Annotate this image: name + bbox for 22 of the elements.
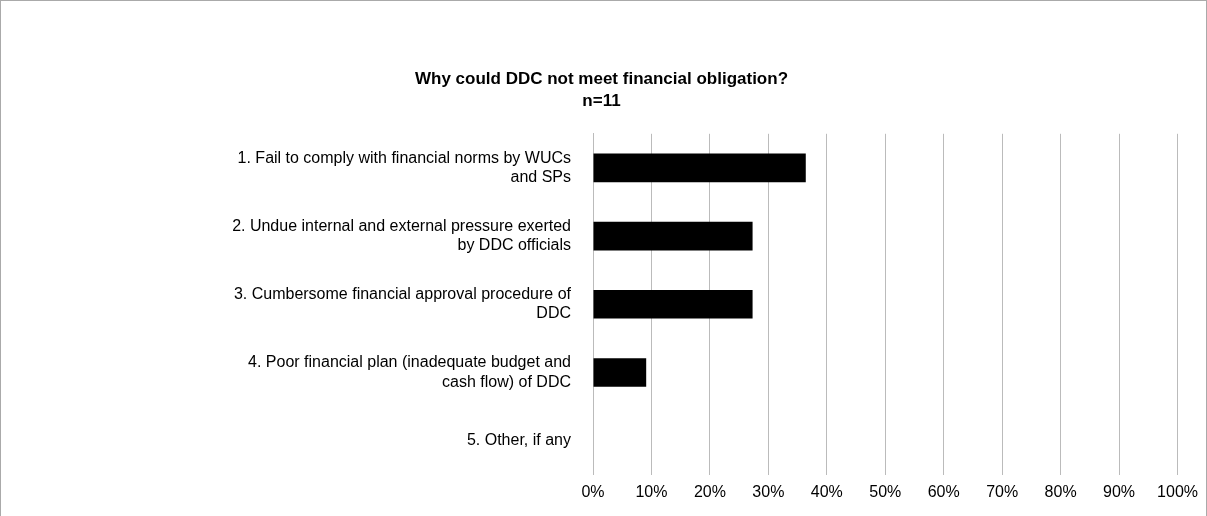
x-tick-label: 10% [635, 482, 668, 500]
bar [593, 358, 647, 387]
x-tick-label: 90% [1103, 482, 1136, 500]
y-tick-label: 4. Poor financial plan (inadequate budget and cash flow) of DDC [248, 353, 571, 390]
y-tick-label: 5. Other, if any [466, 431, 571, 449]
bar [593, 153, 806, 183]
y-tick-label: 3. Cumbersome financial approval procedure of DDC [233, 285, 572, 322]
x-tick-label: 0% [581, 482, 605, 500]
x-tick-label: 50% [869, 482, 902, 500]
y-tick-label: 2. Undue internal and external pressure exerted by DDC officials [232, 216, 571, 254]
x-tick-label: 80% [1044, 482, 1077, 500]
chart-title: Why could DDC not meet financial obligation? [414, 68, 789, 88]
x-tick-label: 20% [693, 482, 726, 500]
x-tick-label: 60% [927, 482, 960, 500]
bar [593, 289, 753, 319]
x-tick-label: 30% [752, 482, 785, 500]
chart-subtitle: n=11 [582, 91, 621, 111]
x-tick-label: 70% [986, 482, 1019, 500]
y-tick-label: 1. Fail to comply with financial norms by WUCs and SPs [237, 148, 571, 185]
x-tick-label: 100% [1157, 482, 1198, 500]
bar [593, 221, 753, 251]
x-tick-label: 40% [810, 482, 843, 500]
